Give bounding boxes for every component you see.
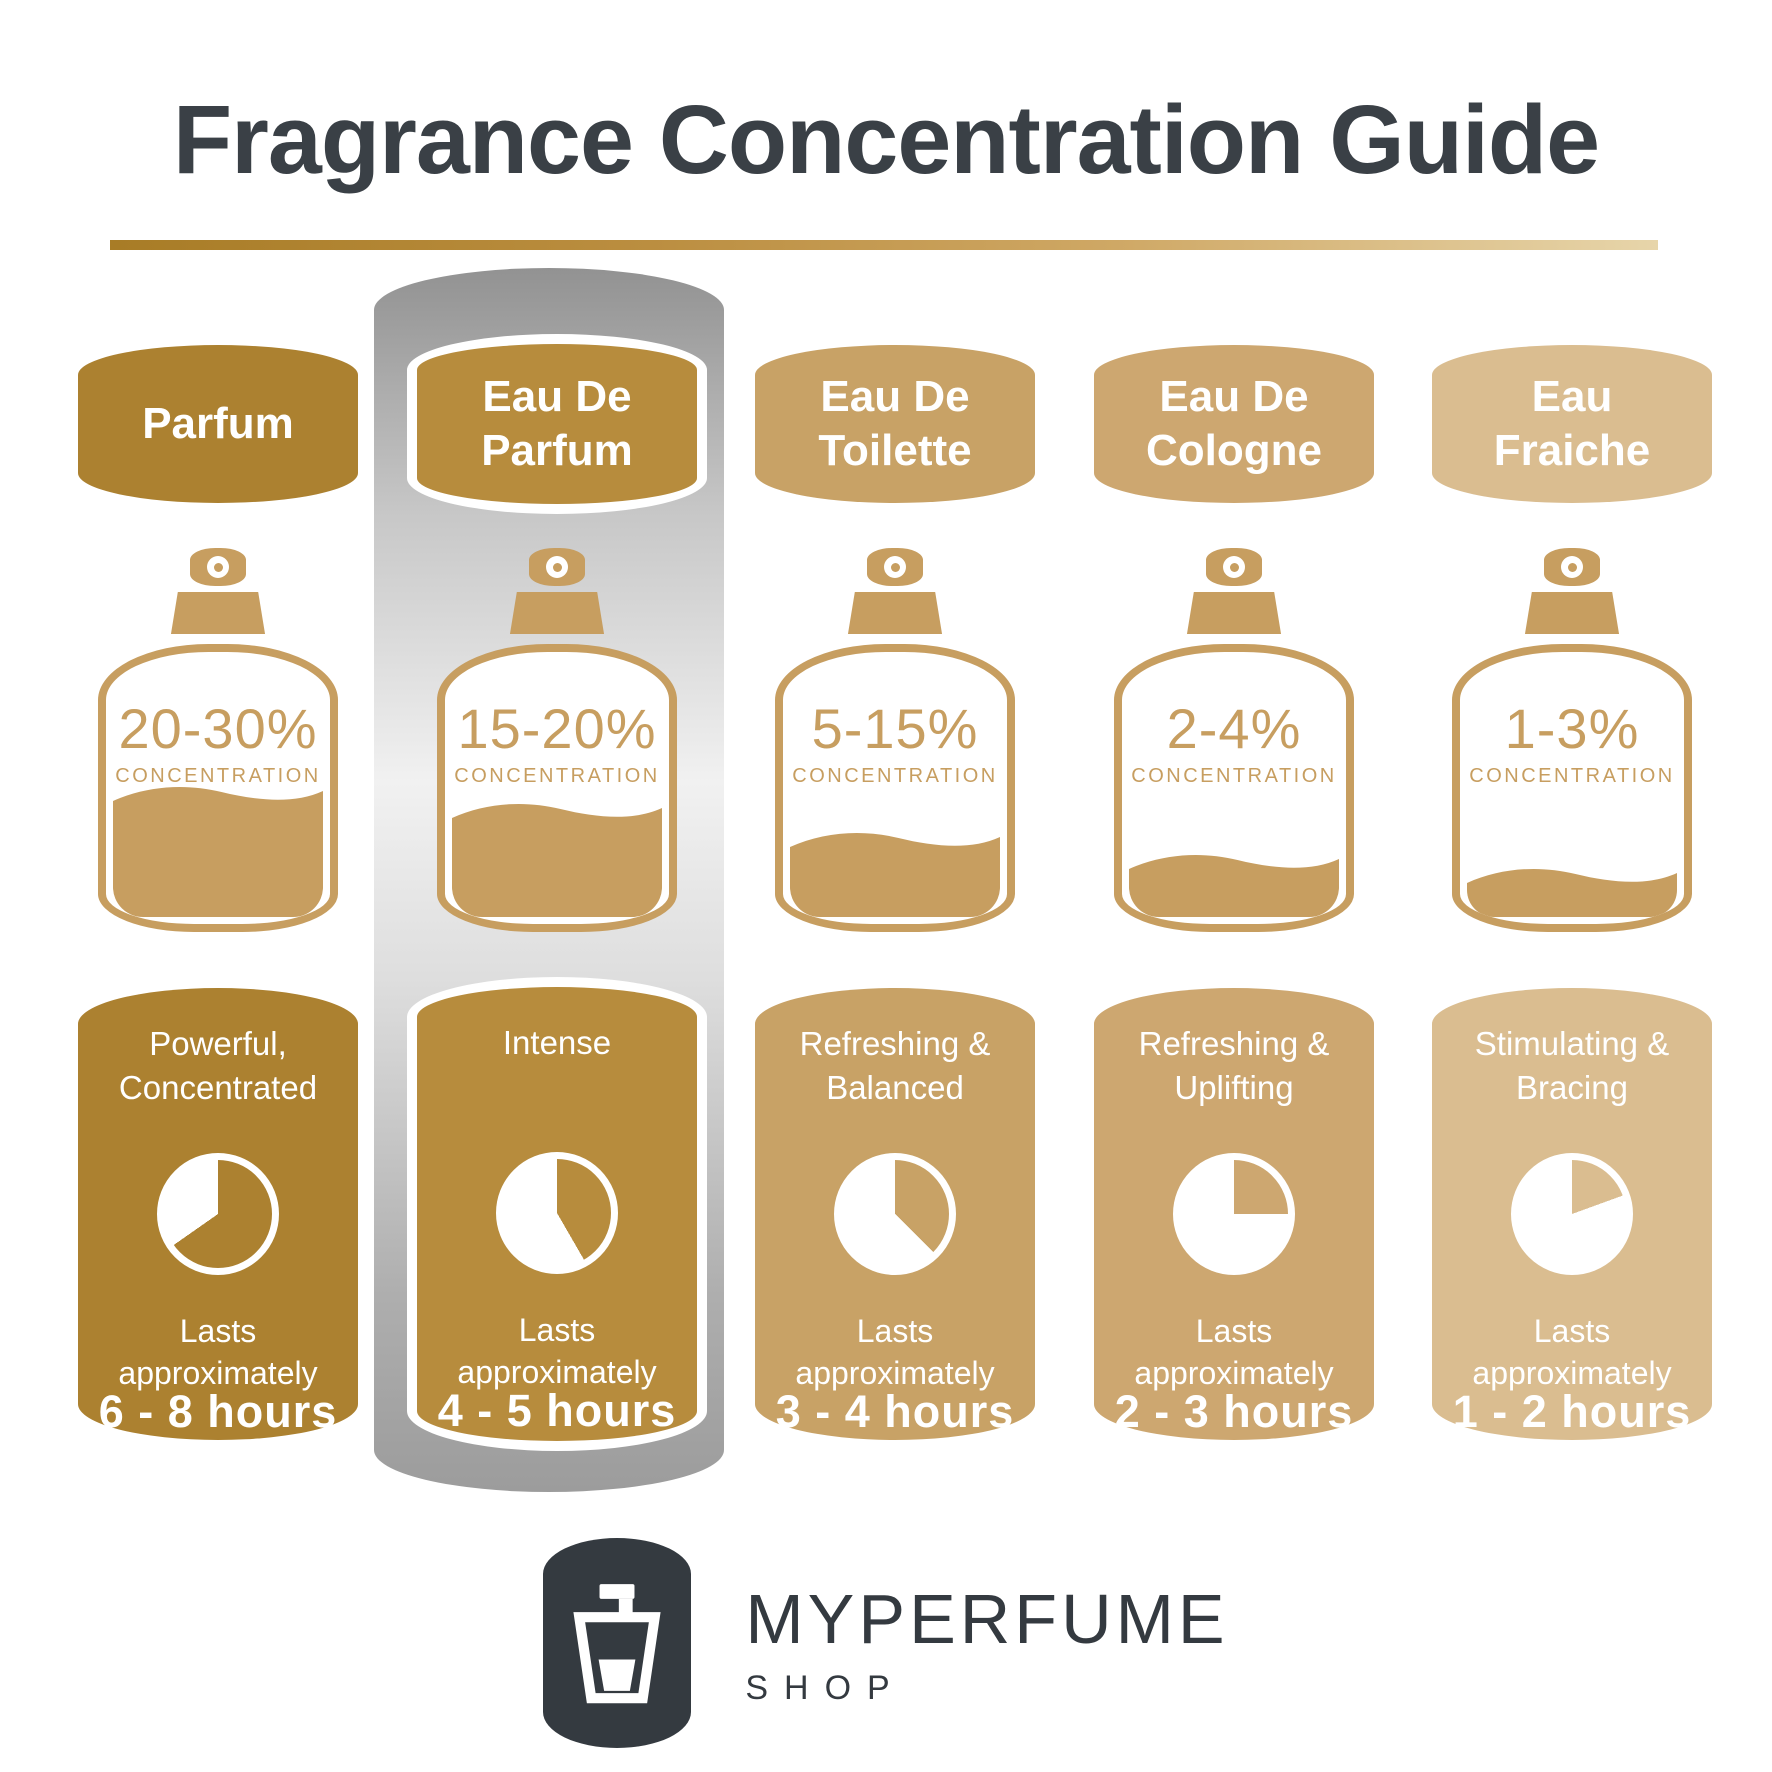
duration-value: 4 - 5 hours [437, 1385, 677, 1436]
type-badge-label-2: Cologne [1146, 426, 1322, 475]
column-eau-de-toilette: Eau De Toilette 5-15% CONCENTRATION Refr… [755, 0, 1035, 1772]
bottle-body: 2-4% CONCENTRATION [1114, 644, 1354, 932]
info-card: Powerful, Concentrated Lasts approximate… [78, 988, 358, 1440]
type-badge-label-2: Toilette [818, 426, 972, 475]
liquid-fill [790, 833, 1000, 917]
column-eau-de-parfum: Eau De Parfum 15-20% CONCENTRATION Inten… [407, 0, 707, 1772]
clock-pie-icon [834, 1153, 956, 1275]
perfume-bottle-icon: 15-20% CONCENTRATION [417, 548, 697, 932]
clock-pie-icon [1173, 1153, 1295, 1275]
spray-nozzle-icon [529, 548, 585, 586]
bottle-body: 15-20% CONCENTRATION [437, 644, 677, 932]
bottle-body: 20-30% CONCENTRATION [98, 644, 338, 932]
concentration-value: 5-15% [811, 697, 979, 760]
column-parfum: Parfum 20-30% CONCENTRATION Powerful, Co… [78, 0, 358, 1772]
scent-description: Powerful, Concentrated [118, 1025, 318, 1106]
brand-logo: MYPERFUME SHOP [0, 1538, 1772, 1748]
nozzle-hole [546, 556, 568, 578]
concentration-label: CONCENTRATION [454, 765, 660, 787]
concentration-value: 1-3% [1504, 697, 1640, 760]
type-badge-label: Eau De [1159, 372, 1309, 422]
concentration-label: CONCENTRATION [792, 765, 998, 787]
perfume-bottle-icon: 20-30% CONCENTRATION [78, 548, 358, 932]
spray-cap-icon [1186, 592, 1282, 634]
concentration-value: 15-20% [457, 697, 657, 760]
info-card: Refreshing & Balanced Lasts approximatel… [755, 988, 1035, 1440]
nozzle-hole [884, 556, 906, 578]
clock-pie-icon [1511, 1153, 1633, 1275]
concentration-label: CONCENTRATION [1469, 765, 1675, 787]
duration-value: 1 - 2 hours [1452, 1386, 1692, 1437]
spray-cap-icon [170, 592, 266, 634]
concentration-label: CONCENTRATION [1131, 765, 1337, 787]
lasts-label: Lasts approximately [795, 1313, 995, 1391]
concentration-value: 2-4% [1166, 697, 1302, 760]
brand-logo-badge [543, 1538, 692, 1748]
spray-nozzle-icon [1206, 548, 1262, 586]
liquid-fill [1129, 855, 1339, 917]
perfume-bottle-icon: 2-4% CONCENTRATION [1094, 548, 1374, 932]
type-badge: Eau De Parfum [407, 334, 707, 514]
duration-value: 6 - 8 hours [98, 1386, 338, 1437]
type-badge-label-2: Parfum [481, 426, 633, 475]
scent-description: Stimulating & Bracing [1474, 1025, 1670, 1106]
clock-pie-icon [157, 1153, 279, 1275]
liquid-fill [1467, 868, 1677, 917]
perfume-bottle-icon: 1-3% CONCENTRATION [1432, 548, 1712, 932]
spray-nozzle-icon [867, 548, 923, 586]
scent-description: Refreshing & Uplifting [1138, 1025, 1330, 1106]
concentration-label: CONCENTRATION [115, 765, 321, 787]
info-card: Refreshing & Uplifting Lasts approximate… [1094, 988, 1374, 1440]
perfume-bottle-logo-icon [573, 1584, 661, 1704]
nozzle-hole [1223, 556, 1245, 578]
liquid-fill [452, 803, 662, 917]
clock-pie-icon [496, 1152, 618, 1274]
perfume-bottle-icon: 5-15% CONCENTRATION [755, 548, 1035, 932]
type-badge: Eau De Toilette [755, 345, 1035, 503]
lasts-label: Lasts approximately [118, 1313, 318, 1391]
scent-description: Intense [502, 1024, 612, 1061]
duration-value: 2 - 3 hours [1114, 1386, 1354, 1437]
type-badge-label: Eau De [820, 372, 970, 422]
info-card: Stimulating & Bracing Lasts approximatel… [1432, 988, 1712, 1440]
spray-nozzle-icon [190, 548, 246, 586]
type-badge-label: Eau [1531, 372, 1613, 422]
spray-nozzle-icon [1544, 548, 1600, 586]
bottle-body: 5-15% CONCENTRATION [775, 644, 1015, 932]
page-title: Fragrance Concentration Guide [172, 85, 1600, 194]
title-underline [110, 240, 1658, 250]
type-badge-label-2: Fraiche [1493, 426, 1651, 475]
bottle-body: 1-3% CONCENTRATION [1452, 644, 1692, 932]
liquid-wave-icon [113, 787, 323, 809]
liquid-wave-icon [1129, 855, 1339, 877]
liquid-fill [113, 787, 323, 917]
liquid-wave-icon [1467, 868, 1677, 890]
duration-value: 3 - 4 hours [775, 1386, 1015, 1437]
spray-cap-icon [1524, 592, 1620, 634]
liquid-wave-icon [452, 803, 662, 825]
column-eau-fraiche: Eau Fraiche 1-3% CONCENTRATION Stimulati… [1432, 0, 1712, 1772]
brand-name: MYPERFUME [745, 1579, 1229, 1658]
column-eau-de-cologne: Eau De Cologne 2-4% CONCENTRATION Refres… [1094, 0, 1374, 1772]
type-badge: Eau De Cologne [1094, 345, 1374, 503]
lasts-label: Lasts approximately [457, 1312, 657, 1390]
nozzle-hole [207, 556, 229, 578]
lasts-label: Lasts approximately [1134, 1313, 1334, 1391]
lasts-label: Lasts approximately [1472, 1313, 1672, 1391]
type-badge-label: Parfum [142, 399, 294, 449]
type-badge: Parfum [78, 345, 358, 503]
spray-cap-icon [847, 592, 943, 634]
type-badge-label: Eau De [482, 372, 632, 422]
info-card: Intense Lasts approximately 4 - 5 hours [407, 977, 707, 1451]
scent-description: Refreshing & Balanced [799, 1025, 991, 1106]
type-badge: Eau Fraiche [1432, 345, 1712, 503]
spray-cap-icon [509, 592, 605, 634]
brand-subtitle: SHOP [745, 1668, 906, 1707]
nozzle-hole [1561, 556, 1583, 578]
brand-logo-text: MYPERFUME SHOP [745, 1579, 1228, 1708]
concentration-value: 20-30% [118, 697, 318, 760]
liquid-wave-icon [790, 833, 1000, 855]
